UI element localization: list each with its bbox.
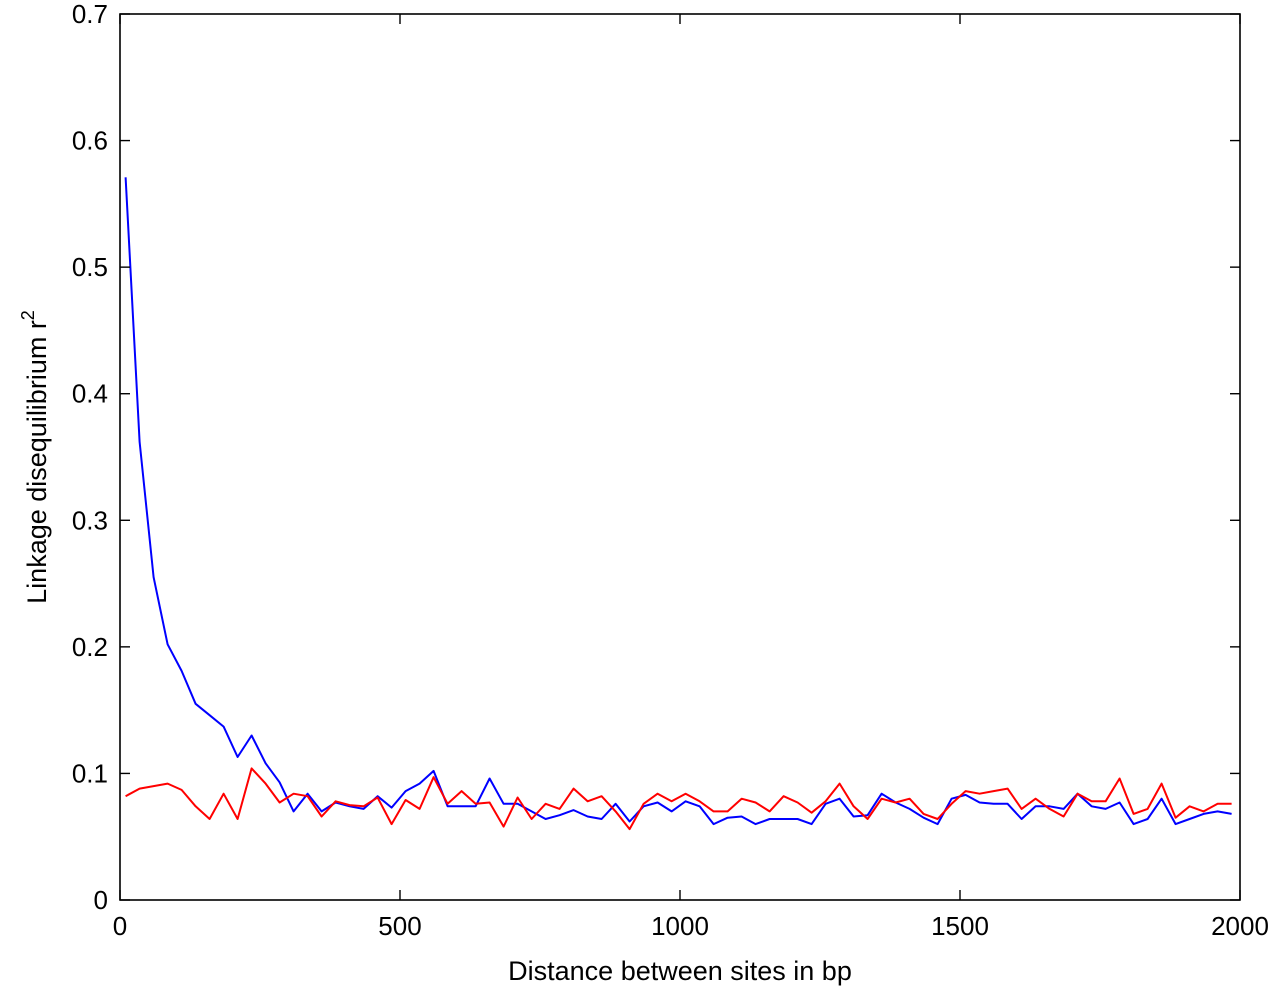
x-tick-label: 500: [378, 911, 421, 941]
tick-labels: 0 500 1000 1500 2000 0 0.1 0.2 0.3 0.4 0.5 0.6 0.7: [72, 0, 1269, 941]
y-tick-label: 0.6: [72, 126, 108, 156]
axis-ticks: [119, 13, 1241, 901]
x-axis-title: Distance between sites in bp: [508, 956, 852, 986]
x-tick-label: 1000: [651, 911, 709, 941]
series-layer: [124, 177, 1232, 831]
plot-area-frame: [119, 13, 1241, 901]
y-tick-label: 0.1: [72, 758, 108, 788]
y-axis-title: Linkage disequilibrium r2: [18, 310, 52, 604]
x-tick-label: 0: [113, 911, 127, 941]
y-tick-label: 0.4: [72, 379, 108, 409]
series-line-2: [125, 767, 1232, 831]
y-tick-label: 0.3: [72, 505, 108, 535]
y-tick-label: 0: [94, 885, 108, 915]
y-axis-title-main: Linkage disequilibrium r: [22, 320, 52, 604]
series-line-1: [124, 177, 1232, 826]
x-tick-label: 1500: [931, 911, 989, 941]
y-tick-label: 0.2: [72, 632, 108, 662]
y-tick-label: 0.5: [72, 252, 108, 282]
y-tick-label: 0.7: [72, 0, 108, 29]
y-axis-title-superscript: 2: [18, 310, 38, 320]
x-tick-label: 2000: [1211, 911, 1269, 941]
